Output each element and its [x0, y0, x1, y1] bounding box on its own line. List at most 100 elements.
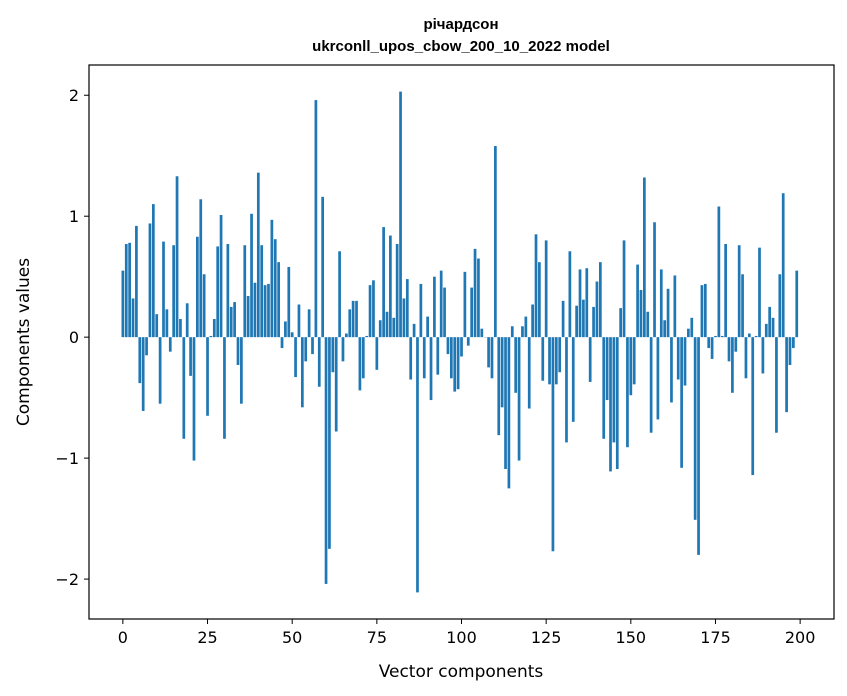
bar [267, 283, 270, 338]
bar [165, 309, 169, 338]
bar [673, 275, 677, 338]
bar [758, 247, 761, 338]
bar [121, 270, 125, 338]
bar [622, 240, 626, 338]
bar [524, 316, 528, 338]
bar [504, 337, 507, 470]
bar [307, 309, 311, 338]
bar [334, 337, 338, 432]
x-tick-label: 200 [785, 628, 816, 647]
bar [189, 337, 192, 376]
bar [196, 236, 199, 338]
y-tick-label: 0 [69, 328, 79, 347]
bar [372, 280, 375, 338]
bar [764, 323, 768, 338]
bar [168, 337, 172, 352]
bar [253, 282, 257, 338]
bar [250, 213, 253, 338]
bar [341, 337, 345, 362]
chart-title-line2: ukrconll_upos_cbow_200_10_2022 model [312, 38, 610, 55]
y-tick-label: −1 [55, 449, 79, 468]
bar [792, 337, 795, 349]
bar [240, 337, 243, 404]
bar [158, 337, 162, 404]
bar [737, 245, 741, 338]
bar [287, 267, 291, 338]
plot-frame [88, 64, 835, 620]
bar [243, 245, 247, 338]
bar [206, 337, 209, 416]
bar [145, 337, 148, 356]
bar [162, 241, 165, 338]
bar [480, 328, 484, 338]
bar [538, 262, 541, 338]
bar [653, 222, 656, 338]
bar [426, 316, 429, 338]
bar [636, 264, 639, 338]
bar [666, 288, 670, 338]
bar [571, 337, 575, 422]
bar [443, 287, 446, 338]
bar [331, 337, 335, 373]
bar [433, 276, 436, 338]
bar [175, 176, 179, 338]
bar [710, 337, 714, 359]
bar [409, 337, 413, 380]
bar [639, 289, 643, 338]
bar [670, 337, 673, 403]
bar [521, 326, 524, 338]
bar [416, 337, 419, 593]
bar [687, 328, 690, 338]
bar [619, 308, 623, 338]
bar [368, 285, 372, 338]
bar [233, 302, 236, 338]
bar [494, 146, 497, 338]
bar [236, 337, 240, 365]
bar [439, 270, 443, 338]
bar [595, 281, 599, 338]
bar [747, 333, 751, 338]
y-axis-label: Components values [14, 258, 34, 426]
bar [124, 244, 128, 338]
bar [345, 333, 348, 338]
bar [703, 283, 707, 338]
bar [775, 337, 778, 433]
bar [202, 274, 206, 338]
bar [558, 337, 562, 373]
bar [338, 251, 341, 338]
chart-title-line1: річардсон [423, 16, 498, 33]
bar [649, 337, 653, 433]
bar [490, 337, 494, 379]
bar [412, 323, 416, 338]
bar [389, 235, 392, 338]
bar [693, 337, 697, 520]
bar [531, 304, 534, 338]
bar [246, 296, 250, 338]
bar [182, 337, 186, 439]
bar [300, 337, 304, 408]
bar [609, 337, 612, 472]
bar [663, 320, 667, 338]
bar [277, 262, 280, 338]
bar [788, 337, 792, 365]
bar [226, 244, 230, 338]
bar [311, 337, 314, 355]
bar [717, 206, 721, 338]
bar [324, 337, 328, 584]
bar [192, 337, 196, 461]
bar [449, 337, 453, 379]
bar [304, 337, 308, 362]
bar [155, 314, 159, 338]
bar [629, 337, 633, 396]
bar [517, 337, 521, 461]
bar [361, 337, 365, 379]
bar [507, 337, 511, 489]
bar [646, 311, 650, 338]
bar [785, 337, 788, 413]
bar [395, 244, 399, 338]
bar [141, 337, 145, 411]
bar [199, 199, 203, 338]
bar [317, 337, 321, 387]
x-tick-label: 75 [367, 628, 387, 647]
bar [365, 335, 369, 338]
